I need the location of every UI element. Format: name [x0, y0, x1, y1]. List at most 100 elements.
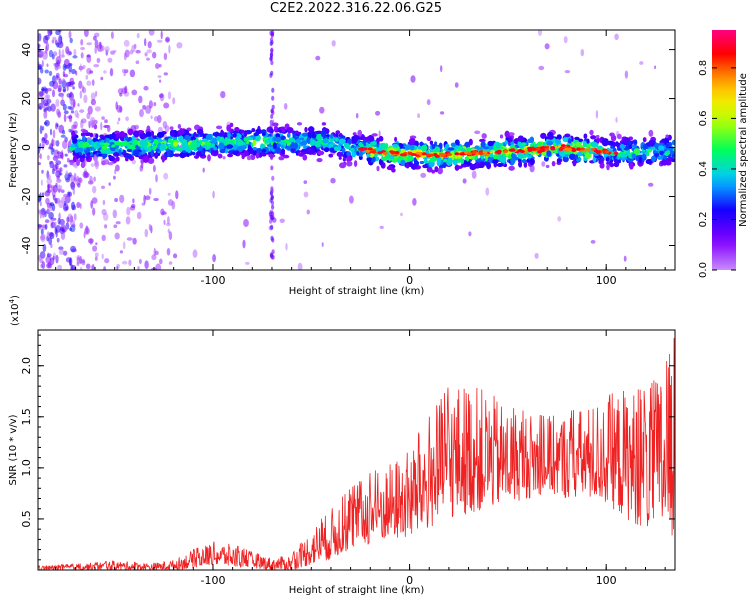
noise-speck — [144, 260, 149, 270]
ridge-cell — [243, 150, 249, 157]
ridge-cell — [252, 139, 257, 146]
noise-speck — [40, 233, 46, 243]
noise-speck — [212, 190, 215, 199]
noise-speck — [269, 119, 273, 125]
ridge-peak — [579, 147, 585, 151]
ridge-cell — [357, 129, 363, 137]
noise-speck — [142, 104, 147, 110]
ridge-cell — [633, 139, 638, 146]
ridge-cell — [328, 143, 334, 149]
ridge-cell — [261, 144, 266, 148]
ridge-cell — [626, 140, 632, 146]
noise-speck — [86, 42, 92, 46]
ridge-cell — [493, 145, 497, 150]
noise-speck — [654, 65, 657, 70]
x-tick-label: -100 — [200, 274, 225, 287]
noise-speck — [44, 102, 50, 107]
noise-speck — [71, 68, 76, 75]
noise-speck — [220, 91, 226, 99]
ridge-cell — [572, 159, 577, 167]
ridge-cell — [358, 155, 363, 160]
ridge-cell — [237, 138, 243, 146]
noise-speck — [115, 221, 121, 225]
noise-speck — [138, 95, 143, 104]
noise-speck — [136, 32, 140, 39]
ridge-cell — [405, 144, 411, 151]
ridge-peak — [478, 152, 484, 156]
ridge-cell — [651, 155, 657, 162]
noise-speck — [101, 208, 107, 216]
ridge-cell — [613, 159, 619, 163]
ridge-cell — [605, 156, 610, 162]
noise-speck — [91, 263, 95, 270]
noise-speck — [319, 106, 325, 114]
ridge-cell — [253, 132, 259, 137]
ridge-cell — [272, 122, 279, 127]
ridge-cell — [132, 140, 139, 145]
ridge-cell — [306, 146, 313, 152]
ridge-cell — [371, 133, 378, 137]
ridge-cell — [665, 134, 669, 138]
noise-speck — [167, 216, 170, 225]
ridge-cell — [583, 133, 588, 139]
ridge-cell — [478, 146, 484, 151]
noise-speck — [62, 129, 66, 135]
noise-speck — [89, 175, 93, 184]
ridge-cell — [483, 146, 489, 150]
ridge-cell — [127, 128, 134, 136]
ridge-cell — [296, 138, 301, 143]
ridge-cell — [449, 157, 453, 163]
ridge-cell — [117, 141, 125, 147]
ridge-cell — [334, 146, 339, 152]
ridge-cell — [386, 165, 393, 171]
noise-speck — [42, 104, 46, 109]
noise-speck — [44, 219, 50, 224]
noise-speck — [55, 182, 58, 188]
noise-speck — [44, 132, 48, 140]
ridge-cell — [139, 140, 146, 147]
noise-speck — [150, 115, 153, 120]
noise-speck — [56, 123, 59, 128]
ridge-cell — [216, 125, 223, 130]
ridge-cell — [147, 157, 155, 164]
noise-speck — [63, 73, 69, 78]
noise-speck — [99, 42, 102, 49]
noise-speck — [57, 217, 61, 225]
noise-speck — [52, 51, 58, 57]
noise-speck — [132, 237, 137, 245]
noise-speck — [270, 48, 274, 54]
noise-speck — [163, 172, 169, 180]
ridge-cell — [177, 124, 181, 129]
noise-speck — [67, 105, 72, 110]
noise-speck — [148, 100, 153, 109]
ridge-cell — [275, 136, 281, 143]
noise-speck — [74, 109, 79, 118]
noise-speck — [162, 121, 168, 129]
noise-speck — [297, 262, 303, 270]
noise-speck — [144, 195, 151, 200]
heatmap-layer — [38, 30, 675, 270]
noise-speck — [615, 117, 618, 123]
y-scale-base: (x10 — [10, 303, 21, 326]
ridge-cell — [330, 133, 334, 139]
ridge-cell — [370, 141, 377, 146]
ridge-cell — [250, 154, 256, 160]
ridge-cell — [429, 140, 433, 145]
noise-speck — [72, 55, 78, 59]
ridge-cell — [504, 140, 508, 145]
ridge-peak — [570, 147, 576, 151]
ridge-cell — [520, 142, 527, 146]
ridge-cell — [205, 134, 213, 141]
ridge-cell — [100, 149, 106, 153]
ridge-cell — [642, 153, 646, 160]
ridge-cell — [454, 164, 460, 171]
ridge-cell — [281, 144, 285, 150]
ridge-cell — [204, 141, 211, 146]
noise-speck — [110, 31, 114, 39]
ridge-cell — [339, 135, 346, 140]
ridge-cell — [574, 136, 580, 141]
ridge-cell — [450, 142, 457, 147]
noise-speck — [87, 105, 93, 115]
noise-speck — [38, 43, 41, 49]
ridge-cell — [190, 136, 196, 141]
